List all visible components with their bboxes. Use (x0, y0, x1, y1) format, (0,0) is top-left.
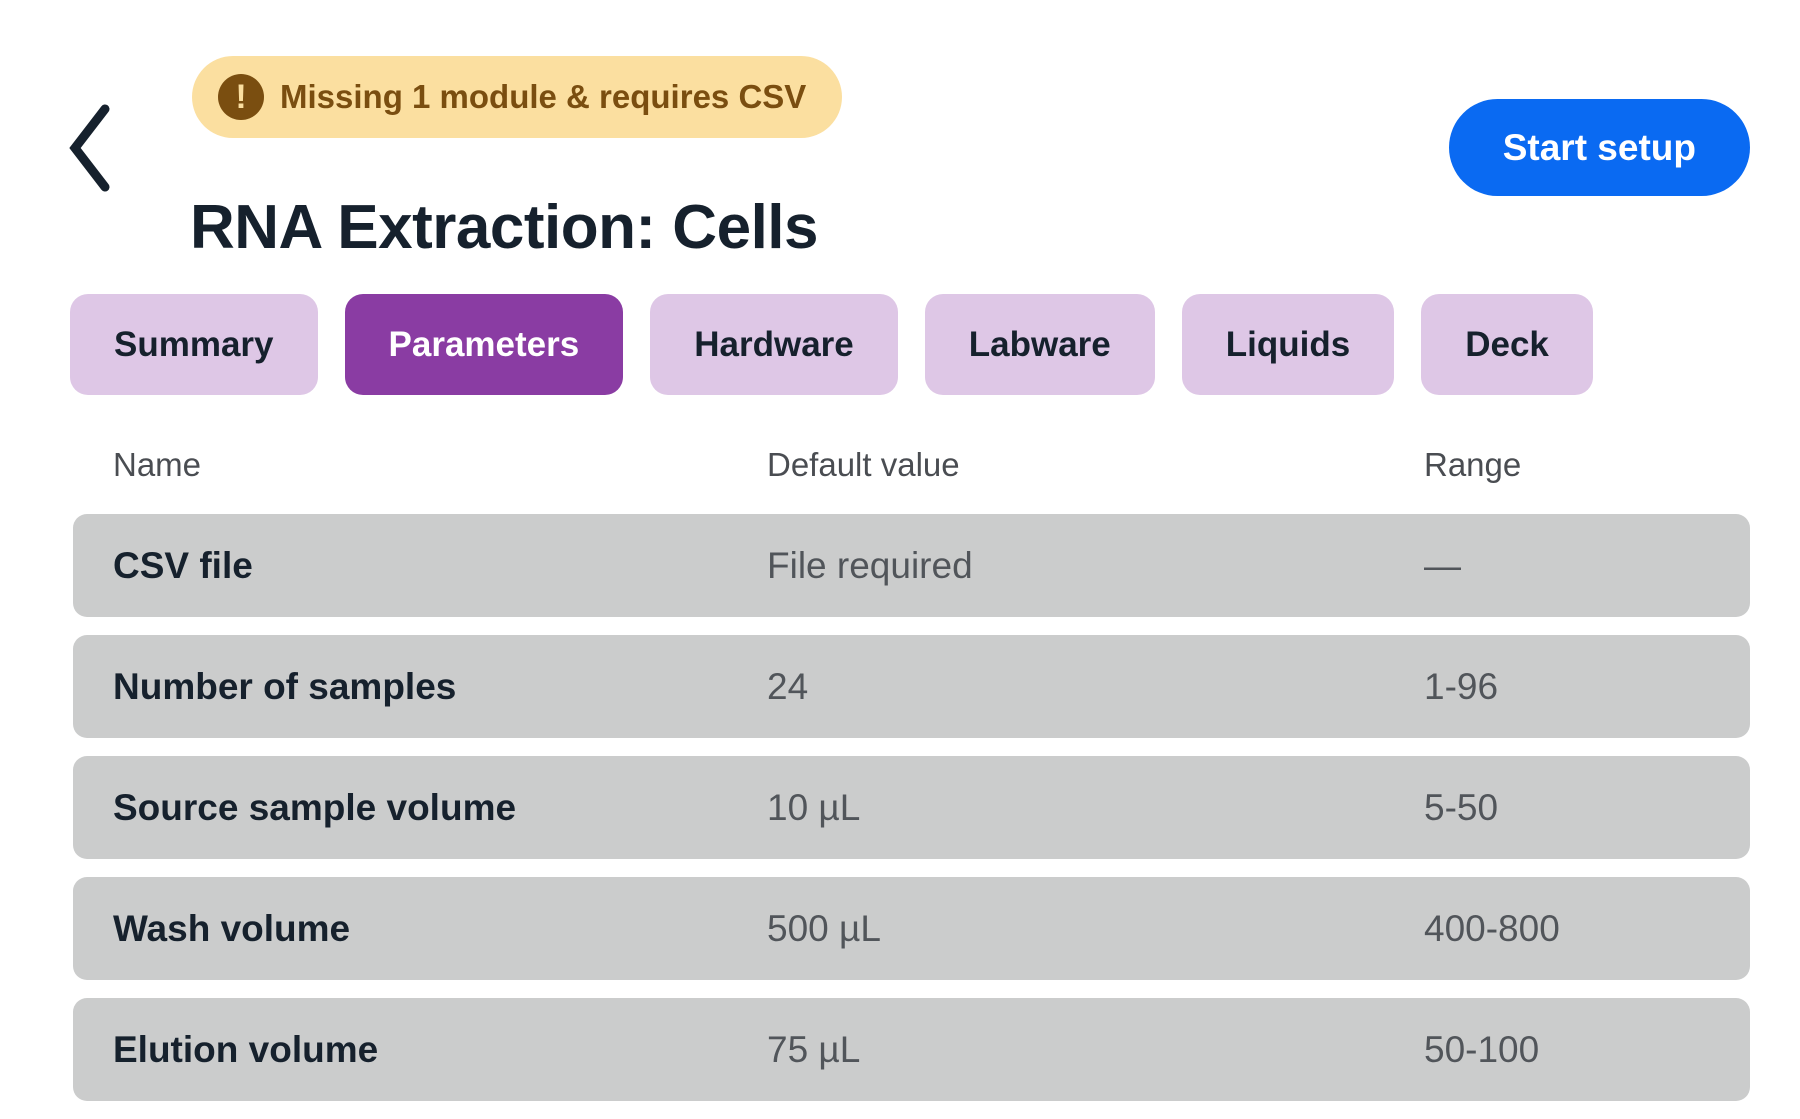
back-button[interactable] (58, 100, 122, 196)
param-name: Source sample volume (113, 786, 517, 828)
param-range: 400-800 (1424, 907, 1560, 949)
param-name: CSV file (113, 544, 253, 586)
param-range: 5-50 (1424, 786, 1499, 828)
table-row-elution-volume[interactable]: Elution volume 75 µL 50-100 (73, 998, 1750, 1101)
protocol-section-tabs: Summary Parameters Hardware Labware Liqu… (70, 294, 1593, 395)
tab-summary[interactable]: Summary (70, 294, 318, 395)
tab-hardware[interactable]: Hardware (650, 294, 898, 395)
param-name: Wash volume (113, 907, 351, 949)
tab-parameters[interactable]: Parameters (344, 294, 624, 395)
table-row-csv-file[interactable]: CSV file File required — (73, 514, 1750, 617)
param-range: 50-100 (1424, 1028, 1540, 1070)
table-row-number-of-samples[interactable]: Number of samples 24 1-96 (73, 635, 1750, 738)
table-header-row: Name Default value Range (73, 446, 1750, 484)
start-setup-button[interactable]: Start setup (1448, 99, 1750, 196)
column-header-range: Range (1424, 446, 1522, 483)
param-default: 75 µL (767, 1028, 861, 1070)
page-title: RNA Extraction: Cells (190, 192, 819, 262)
table-row-wash-volume[interactable]: Wash volume 500 µL 400-800 (73, 877, 1750, 980)
chevron-left-icon (66, 104, 114, 192)
param-name: Elution volume (113, 1028, 379, 1070)
alert-icon: ! (218, 74, 264, 120)
param-default: File required (767, 544, 973, 586)
tab-labware[interactable]: Labware (924, 294, 1155, 395)
param-range: — (1424, 544, 1461, 586)
param-name: Number of samples (113, 665, 457, 707)
column-header-default: Default value (767, 446, 960, 483)
tab-deck[interactable]: Deck (1421, 294, 1593, 395)
table-row-source-sample-volume[interactable]: Source sample volume 10 µL 5-50 (73, 756, 1750, 859)
param-default: 24 (767, 665, 809, 707)
param-default: 10 µL (767, 786, 861, 828)
warning-badge-label: Missing 1 module & requires CSV (280, 78, 807, 115)
missing-module-warning-badge: ! Missing 1 module & requires CSV (192, 56, 843, 138)
parameters-table: Name Default value Range CSV file File r… (73, 446, 1750, 1119)
column-header-name: Name (113, 446, 202, 483)
param-default: 500 µL (767, 907, 881, 949)
tab-liquids[interactable]: Liquids (1181, 294, 1395, 395)
param-range: 1-96 (1424, 665, 1499, 707)
